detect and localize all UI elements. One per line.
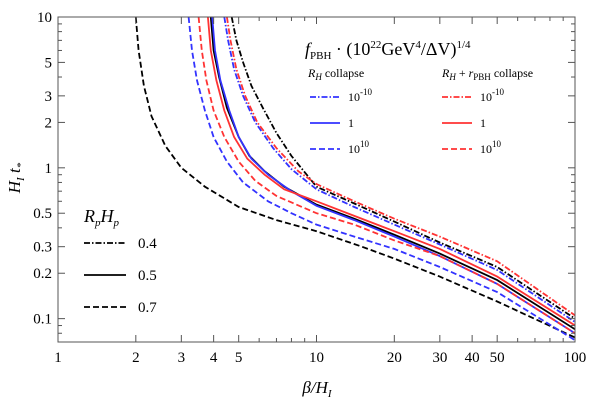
y-tick-label: 10: [37, 10, 52, 26]
legend-left: RpHp 0.4 0.5 0.7: [83, 206, 157, 316]
x-tick-label: 40: [465, 350, 480, 366]
y-tick-label: 5: [45, 55, 53, 71]
series-line-0: [230, 17, 575, 320]
legend-left-label-0: 0.4: [138, 236, 157, 252]
y-tick-label: 2: [45, 115, 53, 131]
x-tick-label: 50: [490, 350, 505, 366]
legend-top-blue-label-1: 1: [348, 116, 354, 130]
legend-top-red-label-2: 1010: [480, 139, 502, 156]
series-line-2: [134, 17, 575, 339]
legend-top-red-label-1: 1: [480, 116, 486, 130]
x-tick-label: 3: [178, 350, 186, 366]
series-line-8: [197, 17, 575, 335]
x-tick-label: 10: [309, 350, 324, 366]
y-axis: 10 5 3 2 1 0.5 0.3 0.2 0.1: [33, 10, 575, 343]
x-tick-label: 100: [564, 350, 587, 366]
x-axis: 1 2 3 4 5 10 20 30 40 50 100: [54, 17, 586, 366]
series-line-5: [187, 17, 575, 341]
legend-left-lines: 0.4 0.5 0.7: [84, 236, 157, 316]
y-tick-label: 0.2: [33, 266, 52, 282]
legend-top-blue-label-2: 1010: [348, 139, 370, 156]
x-tick-label: 20: [387, 350, 402, 366]
legend-left-title: RpHp: [83, 206, 120, 229]
series-line-3: [223, 17, 575, 323]
y-tick-label: 0.1: [33, 312, 52, 328]
legend-col2-header: RH + rPBH collapse: [441, 66, 533, 82]
legend-top: fPBH · (1022GeV4/ΔV)1/4 RH collapse RH +…: [305, 39, 533, 156]
x-tick-label: 2: [132, 350, 140, 366]
legend-top-title: fPBH · (1022GeV4/ΔV)1/4: [305, 39, 471, 62]
series-line-6: [226, 17, 575, 317]
x-tick-label: 1: [54, 350, 62, 366]
y-tick-label: 3: [45, 89, 53, 105]
series-group: [134, 17, 575, 341]
legend-left-label-1: 0.5: [138, 268, 157, 284]
y-axis-label: HI t*: [5, 162, 27, 194]
x-axis-label: β/HI: [301, 378, 332, 400]
y-tick-label: 0.5: [33, 206, 52, 222]
legend-top-red-label-0: 10-10: [480, 87, 504, 104]
series-line-7: [207, 17, 575, 327]
legend-left-label-2: 0.7: [138, 300, 157, 316]
x-tick-label: 5: [235, 350, 243, 366]
y-tick-label: 1: [45, 161, 53, 177]
legend-top-blue-label-0: 10-10: [348, 87, 372, 104]
legend-top-lines: 10-10 10-10 1 1 1010 1010: [310, 87, 504, 156]
y-tick-label: 0.3: [33, 240, 52, 256]
legend-col1-header: RH collapse: [307, 66, 364, 82]
x-tick-label: 4: [210, 350, 218, 366]
x-tick-label: 30: [432, 350, 447, 366]
